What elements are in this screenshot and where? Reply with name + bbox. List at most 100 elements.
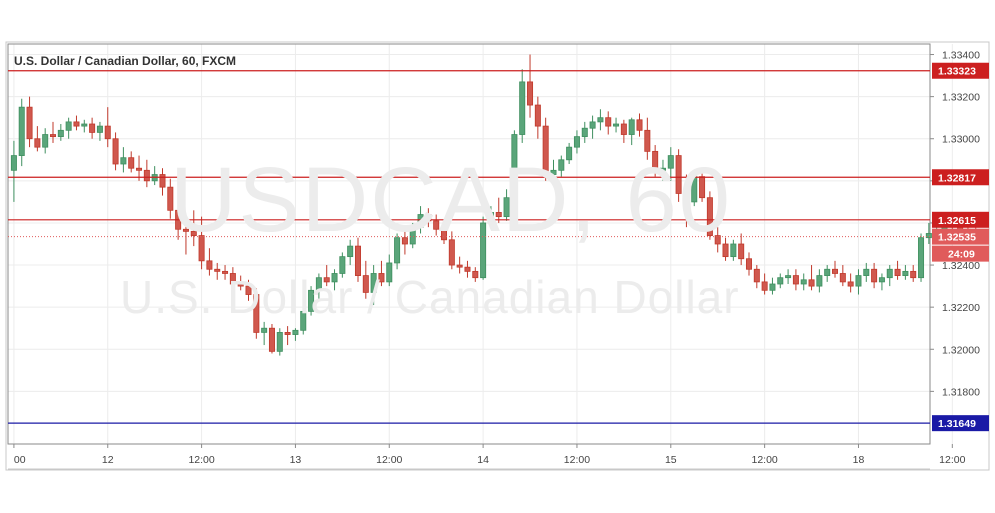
xaxis-tick-label: 18 <box>853 454 865 466</box>
candle-body <box>284 332 291 335</box>
candle-body <box>636 119 643 131</box>
level-price-tag <box>932 169 989 186</box>
candle-body <box>331 273 338 283</box>
candle-body <box>198 235 205 262</box>
candle-body <box>394 237 401 264</box>
candle-body <box>816 275 823 287</box>
candle-body <box>667 155 674 169</box>
candle-body <box>206 260 213 270</box>
candle-body <box>464 266 471 272</box>
xaxis-tick-label: 12:00 <box>751 454 777 466</box>
candle-body <box>839 273 846 283</box>
plot-area <box>8 44 930 444</box>
candle-body <box>628 119 635 135</box>
plot-border <box>7 43 931 445</box>
candle-body <box>433 220 440 230</box>
xaxis-tick-label: 15 <box>665 454 677 466</box>
candle-body <box>534 104 541 127</box>
candle-body <box>589 121 596 129</box>
level-price-tag <box>932 62 989 79</box>
candle-body <box>495 212 502 218</box>
candle-body <box>182 228 189 232</box>
chart-title: U.S. Dollar / Canadian Dollar, 60, FXCM <box>14 54 237 68</box>
candle-body <box>761 281 768 291</box>
candle-body <box>918 237 925 279</box>
candle-body <box>659 167 666 171</box>
yaxis-tick-label: 1.32000 <box>942 344 980 356</box>
candle-body <box>104 125 111 140</box>
candle-body <box>808 279 815 287</box>
candle-body <box>745 258 752 270</box>
candle-body <box>448 239 455 266</box>
candle-body <box>237 283 244 287</box>
candle-body <box>386 262 393 283</box>
candle-body <box>89 123 96 133</box>
candle-body <box>276 332 283 352</box>
xaxis-tick-label: 14 <box>477 454 489 466</box>
level-price-label: 1.32817 <box>938 172 976 184</box>
yaxis-tick-label: 1.33400 <box>942 50 980 62</box>
candle-body <box>315 277 322 291</box>
candle-body <box>167 186 174 211</box>
current-price-label: 1.32535 <box>938 232 976 244</box>
candle-body <box>738 243 745 260</box>
yaxis-tick-label: 1.33000 <box>942 134 980 146</box>
candle-body <box>511 134 518 199</box>
candle-body <box>542 125 549 175</box>
candle-body <box>136 167 143 171</box>
candle-body <box>597 117 604 123</box>
candle-body <box>714 235 721 245</box>
level-price-tag <box>932 211 989 228</box>
candle-body <box>362 275 369 293</box>
candle-body <box>894 268 901 276</box>
watermark-name: U.S. Dollar / Canadian Dollar <box>120 271 740 323</box>
candle-body <box>925 233 932 239</box>
xaxis-tick-label: 12 <box>102 454 114 466</box>
candle-body <box>613 123 620 127</box>
candle-body <box>222 270 229 274</box>
xaxis-tick-label: 13 <box>290 454 302 466</box>
candle-body <box>268 327 275 352</box>
xaxis-tick-label: 12:00 <box>188 454 214 466</box>
candle-body <box>42 134 49 148</box>
candle-body <box>300 310 307 331</box>
candle-body <box>863 268 870 276</box>
candle-body <box>832 268 839 274</box>
candle-body <box>886 268 893 279</box>
candle-body <box>190 230 197 236</box>
candle-body <box>441 228 448 241</box>
candle-body <box>902 270 909 276</box>
candle-body <box>323 277 330 283</box>
level-price-tag <box>932 415 989 432</box>
candle-body <box>605 117 612 127</box>
yaxis-tick-label: 1.31800 <box>942 386 980 398</box>
candle-body <box>769 283 776 291</box>
watermark-symbol: USDCAD, 60 <box>170 149 732 251</box>
candle-body <box>143 169 150 182</box>
countdown-label: 24:09 <box>948 249 975 261</box>
candle-body <box>128 157 135 169</box>
candle-body <box>706 197 713 236</box>
candle-body <box>792 275 799 285</box>
xaxis-tick-label: 12:00 <box>376 454 402 466</box>
candle-body <box>785 275 792 279</box>
xaxis-tick-label: 00 <box>14 454 26 466</box>
candle-body <box>378 273 385 283</box>
level-price-label: 1.33323 <box>938 66 976 78</box>
candle-body <box>581 127 588 138</box>
candle-body <box>800 279 807 285</box>
yaxis-tick-label: 1.33200 <box>942 92 980 104</box>
candle-body <box>878 277 885 283</box>
candle-body <box>81 123 88 127</box>
xaxis-tick-label: 12:00 <box>564 454 590 466</box>
candle-body <box>480 222 487 279</box>
candle-body <box>691 176 698 203</box>
candles-group <box>10 54 979 356</box>
candle-body <box>347 245 354 258</box>
candle-body <box>65 121 72 131</box>
candle-body <box>847 281 854 287</box>
candle-body <box>18 106 25 156</box>
candle-body <box>910 270 917 279</box>
candle-body <box>409 226 416 245</box>
